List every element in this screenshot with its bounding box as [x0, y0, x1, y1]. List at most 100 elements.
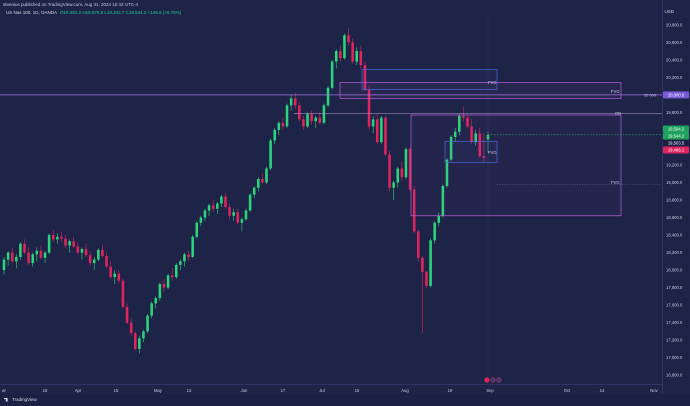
price-tick-label: 17,200.0 — [666, 338, 683, 343]
candle-body — [244, 210, 248, 220]
candle-body — [203, 210, 207, 218]
candle-body — [400, 168, 404, 178]
time-tick-label: ar — [2, 388, 6, 393]
publish-info: steenius published on TradingView.com, A… — [3, 2, 139, 7]
candle-body — [113, 273, 117, 278]
ob-label: OB — [615, 111, 621, 116]
candle-body — [404, 149, 408, 178]
candle-body — [43, 252, 47, 258]
symbol-name: US Nas 100, 1D, OANDA — [6, 10, 57, 15]
price-badge-label: 20,000.0 — [668, 92, 685, 97]
price-tick-label: 16,800.0 — [666, 373, 683, 378]
price-axis[interactable] — [662, 0, 690, 394]
candle-body — [121, 280, 125, 307]
candle-body — [154, 298, 158, 304]
candle-body — [187, 254, 190, 257]
candle-body — [224, 196, 227, 208]
candle-body — [306, 114, 309, 127]
candle-body — [133, 333, 137, 349]
candle-body — [392, 182, 395, 188]
event-marker-icon — [496, 377, 502, 383]
level-line-label: 20 000 — [644, 92, 657, 97]
time-tick-label: 17 — [281, 388, 286, 393]
candle-body — [47, 235, 51, 253]
candle-body — [351, 42, 354, 62]
candle-body — [375, 119, 379, 143]
candle-body — [396, 168, 400, 183]
candle-body — [27, 252, 30, 264]
candle-body — [92, 259, 96, 264]
symbol-legend[interactable]: US Nas 100, 1D, OANDA O19,491.2 H19,578.… — [6, 10, 181, 15]
time-tick-label: Sep — [486, 388, 494, 393]
candle-body — [207, 205, 211, 211]
candle-body — [449, 136, 453, 160]
candle-body — [166, 275, 170, 288]
candle-body — [343, 35, 346, 59]
price-tick-label: 18,800.0 — [666, 198, 683, 203]
candle-body — [23, 243, 26, 253]
candle-body — [170, 275, 174, 278]
fvg-big-label: FVG — [611, 180, 620, 185]
candle-body — [367, 89, 371, 127]
price-badge-label: 19,503.5 — [668, 141, 685, 146]
candle-body — [289, 98, 293, 106]
candle-body — [359, 51, 363, 66]
ohlc-values: O19,491.2 H19,578.8 L19,343.7 C19,544.2 … — [60, 10, 182, 15]
candle-body — [277, 122, 281, 130]
event-marker-icon — [490, 377, 496, 383]
time-axis[interactable] — [0, 384, 662, 395]
candle-body — [412, 189, 416, 232]
candle-body — [474, 133, 477, 143]
currency-label[interactable]: USD — [664, 9, 674, 14]
candle-body — [97, 249, 100, 260]
candle-body — [433, 222, 436, 241]
candle-body — [363, 65, 367, 90]
candle-body — [117, 273, 121, 281]
tradingview-logo[interactable]: TradingView — [4, 397, 37, 402]
brand-name: TradingView — [12, 397, 37, 402]
price-tick-label: 17,600.0 — [666, 303, 683, 308]
candle-body — [281, 122, 285, 127]
candle-body — [425, 271, 428, 286]
candle-body — [179, 261, 182, 265]
candle-body — [445, 159, 449, 186]
price-badge — [663, 139, 689, 147]
candle-body — [56, 236, 59, 240]
candle-body — [347, 35, 350, 43]
candle-body — [421, 257, 424, 272]
time-tick-label: Jul — [319, 388, 324, 393]
candle-body — [211, 205, 215, 209]
candle-body — [183, 254, 186, 262]
candle-body — [257, 178, 260, 188]
time-tick-label: Apr — [75, 388, 82, 393]
footer-bar — [0, 394, 690, 406]
candle-body — [72, 241, 76, 247]
candle-body — [68, 241, 71, 246]
candle-body — [486, 134, 490, 140]
time-tick-label: 13 — [187, 388, 192, 393]
candle-body — [240, 219, 244, 223]
candle-body — [339, 51, 342, 59]
price-tick-label: 18,000.0 — [666, 268, 683, 273]
candle-body — [19, 243, 22, 257]
event-marker-icon — [484, 377, 490, 383]
candle-body — [80, 249, 84, 253]
price-tick-label: 18,400.0 — [666, 233, 683, 238]
candle-body — [146, 315, 149, 332]
candle-body — [60, 236, 63, 239]
candle-body — [232, 212, 235, 216]
candle-body — [416, 231, 420, 258]
candle-body — [429, 240, 432, 286]
candle-body — [318, 117, 322, 123]
tradingview-logo-icon — [4, 397, 8, 402]
candle-body — [273, 129, 276, 141]
price-tick-label: 19,200.0 — [666, 162, 683, 167]
price-tick-label: 18,200.0 — [666, 250, 683, 255]
candle-body — [105, 256, 108, 267]
time-tick-label: 14 — [600, 388, 605, 393]
time-tick-label: 15 — [114, 388, 119, 393]
candle-body — [51, 235, 55, 240]
candle-body — [109, 266, 112, 278]
